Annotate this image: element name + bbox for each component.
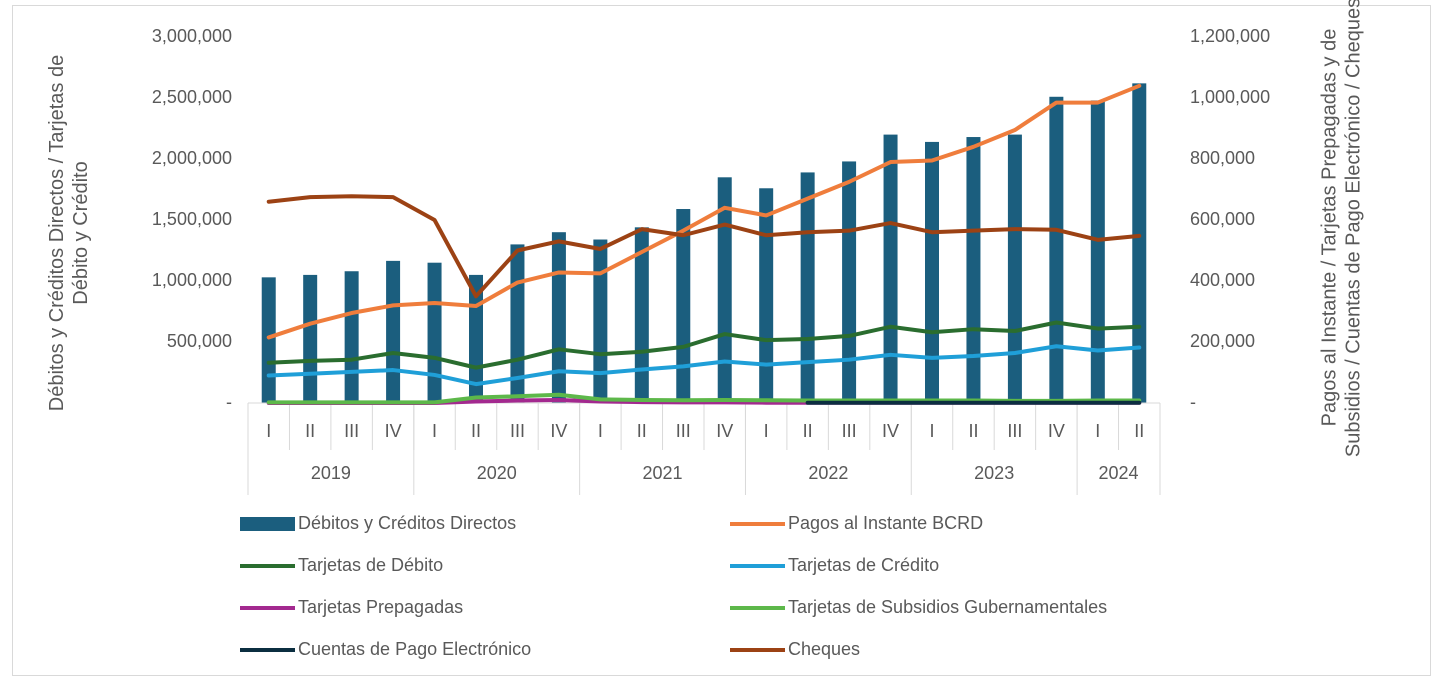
x-tick-label: II bbox=[637, 421, 647, 441]
y-tick-label: 3,000,000 bbox=[152, 26, 232, 46]
y2-tick-label: - bbox=[1190, 392, 1196, 412]
bar bbox=[386, 260, 401, 403]
x-tick-label: IV bbox=[550, 421, 567, 441]
legend-label: Tarjetas de Débito bbox=[298, 555, 443, 575]
x-tick-label: II bbox=[305, 421, 315, 441]
x-tick-label: III bbox=[842, 421, 857, 441]
y-tick-label: 2,000,000 bbox=[152, 148, 232, 168]
x-tick-label: I bbox=[266, 421, 271, 441]
x-group-label: 2023 bbox=[974, 463, 1014, 483]
bar bbox=[925, 141, 939, 404]
line bbox=[266, 344, 1142, 387]
bar bbox=[676, 209, 691, 403]
x-tick-label: IV bbox=[716, 421, 733, 441]
bar bbox=[717, 177, 732, 403]
x-tick-label: IV bbox=[1048, 421, 1065, 441]
x-tick-label: III bbox=[510, 421, 525, 441]
bar bbox=[1007, 134, 1022, 403]
bar bbox=[634, 227, 649, 403]
x-tick-label: III bbox=[1007, 421, 1022, 441]
bar bbox=[1132, 83, 1147, 404]
x-tick-label: IV bbox=[882, 421, 899, 441]
bar bbox=[800, 172, 815, 403]
x-tick-label: IV bbox=[385, 421, 402, 441]
bar bbox=[1049, 96, 1064, 403]
legend-label: Tarjetas de Subsidios Gubernamentales bbox=[788, 597, 1107, 617]
line bbox=[266, 194, 1142, 299]
legend-marker bbox=[240, 517, 295, 531]
x-tick-label: I bbox=[432, 421, 437, 441]
legend-label: Tarjetas de Crédito bbox=[788, 555, 939, 575]
y2-tick-label: 600,000 bbox=[1190, 209, 1255, 229]
x-group-label: 2020 bbox=[477, 463, 517, 483]
x-tick-label: II bbox=[471, 421, 481, 441]
x-tick-label: III bbox=[344, 421, 359, 441]
x-tick-label: II bbox=[1134, 421, 1144, 441]
bar bbox=[883, 134, 898, 403]
y-tick-label: 1,000,000 bbox=[152, 270, 232, 290]
legend-label: Cuentas de Pago Electrónico bbox=[298, 639, 531, 659]
x-tick-label: II bbox=[968, 421, 978, 441]
bar bbox=[303, 274, 318, 403]
y-tick-label: 500,000 bbox=[167, 331, 232, 351]
x-group-label: 2022 bbox=[808, 463, 848, 483]
bar bbox=[1090, 100, 1105, 403]
y-tick-label: 2,500,000 bbox=[152, 87, 232, 107]
y2-tick-label: 1,000,000 bbox=[1190, 87, 1270, 107]
y2-tick-label: 200,000 bbox=[1190, 331, 1255, 351]
y2-tick-label: 1,200,000 bbox=[1190, 26, 1270, 46]
y2-axis-title: Pagos al Instante / Tarjetas Prepagadas … bbox=[1318, 0, 1365, 458]
bar bbox=[966, 137, 981, 404]
x-group-label: 2024 bbox=[1099, 463, 1139, 483]
chart-frame bbox=[12, 5, 1431, 676]
x-tick-label: II bbox=[803, 421, 813, 441]
bar bbox=[344, 271, 359, 403]
bar bbox=[261, 277, 276, 403]
line bbox=[266, 83, 1142, 340]
x-group-label: 2021 bbox=[643, 463, 683, 483]
bar bbox=[842, 161, 857, 403]
bar bbox=[759, 188, 774, 403]
y2-tick-label: 800,000 bbox=[1190, 148, 1255, 168]
legend-label: Débitos y Créditos Directos bbox=[298, 513, 516, 533]
line bbox=[266, 320, 1142, 370]
y-axis-title: Débitos y Créditos Directos / Tarjetas d… bbox=[46, 54, 92, 412]
legend-label: Pagos al Instante BCRD bbox=[788, 513, 983, 533]
y2-tick-label: 400,000 bbox=[1190, 270, 1255, 290]
legend-label: Cheques bbox=[788, 639, 860, 659]
y-tick-label: - bbox=[226, 392, 232, 412]
bar bbox=[551, 232, 566, 403]
x-tick-label: III bbox=[676, 421, 691, 441]
x-tick-label: I bbox=[598, 421, 603, 441]
bar bbox=[593, 239, 608, 403]
x-tick-label: I bbox=[929, 421, 934, 441]
x-group-label: 2019 bbox=[311, 463, 351, 483]
x-tick-label: I bbox=[1095, 421, 1100, 441]
y-tick-label: 1,500,000 bbox=[152, 209, 232, 229]
bar bbox=[427, 262, 442, 403]
legend-label: Tarjetas Prepagadas bbox=[298, 597, 463, 617]
x-tick-label: I bbox=[764, 421, 769, 441]
